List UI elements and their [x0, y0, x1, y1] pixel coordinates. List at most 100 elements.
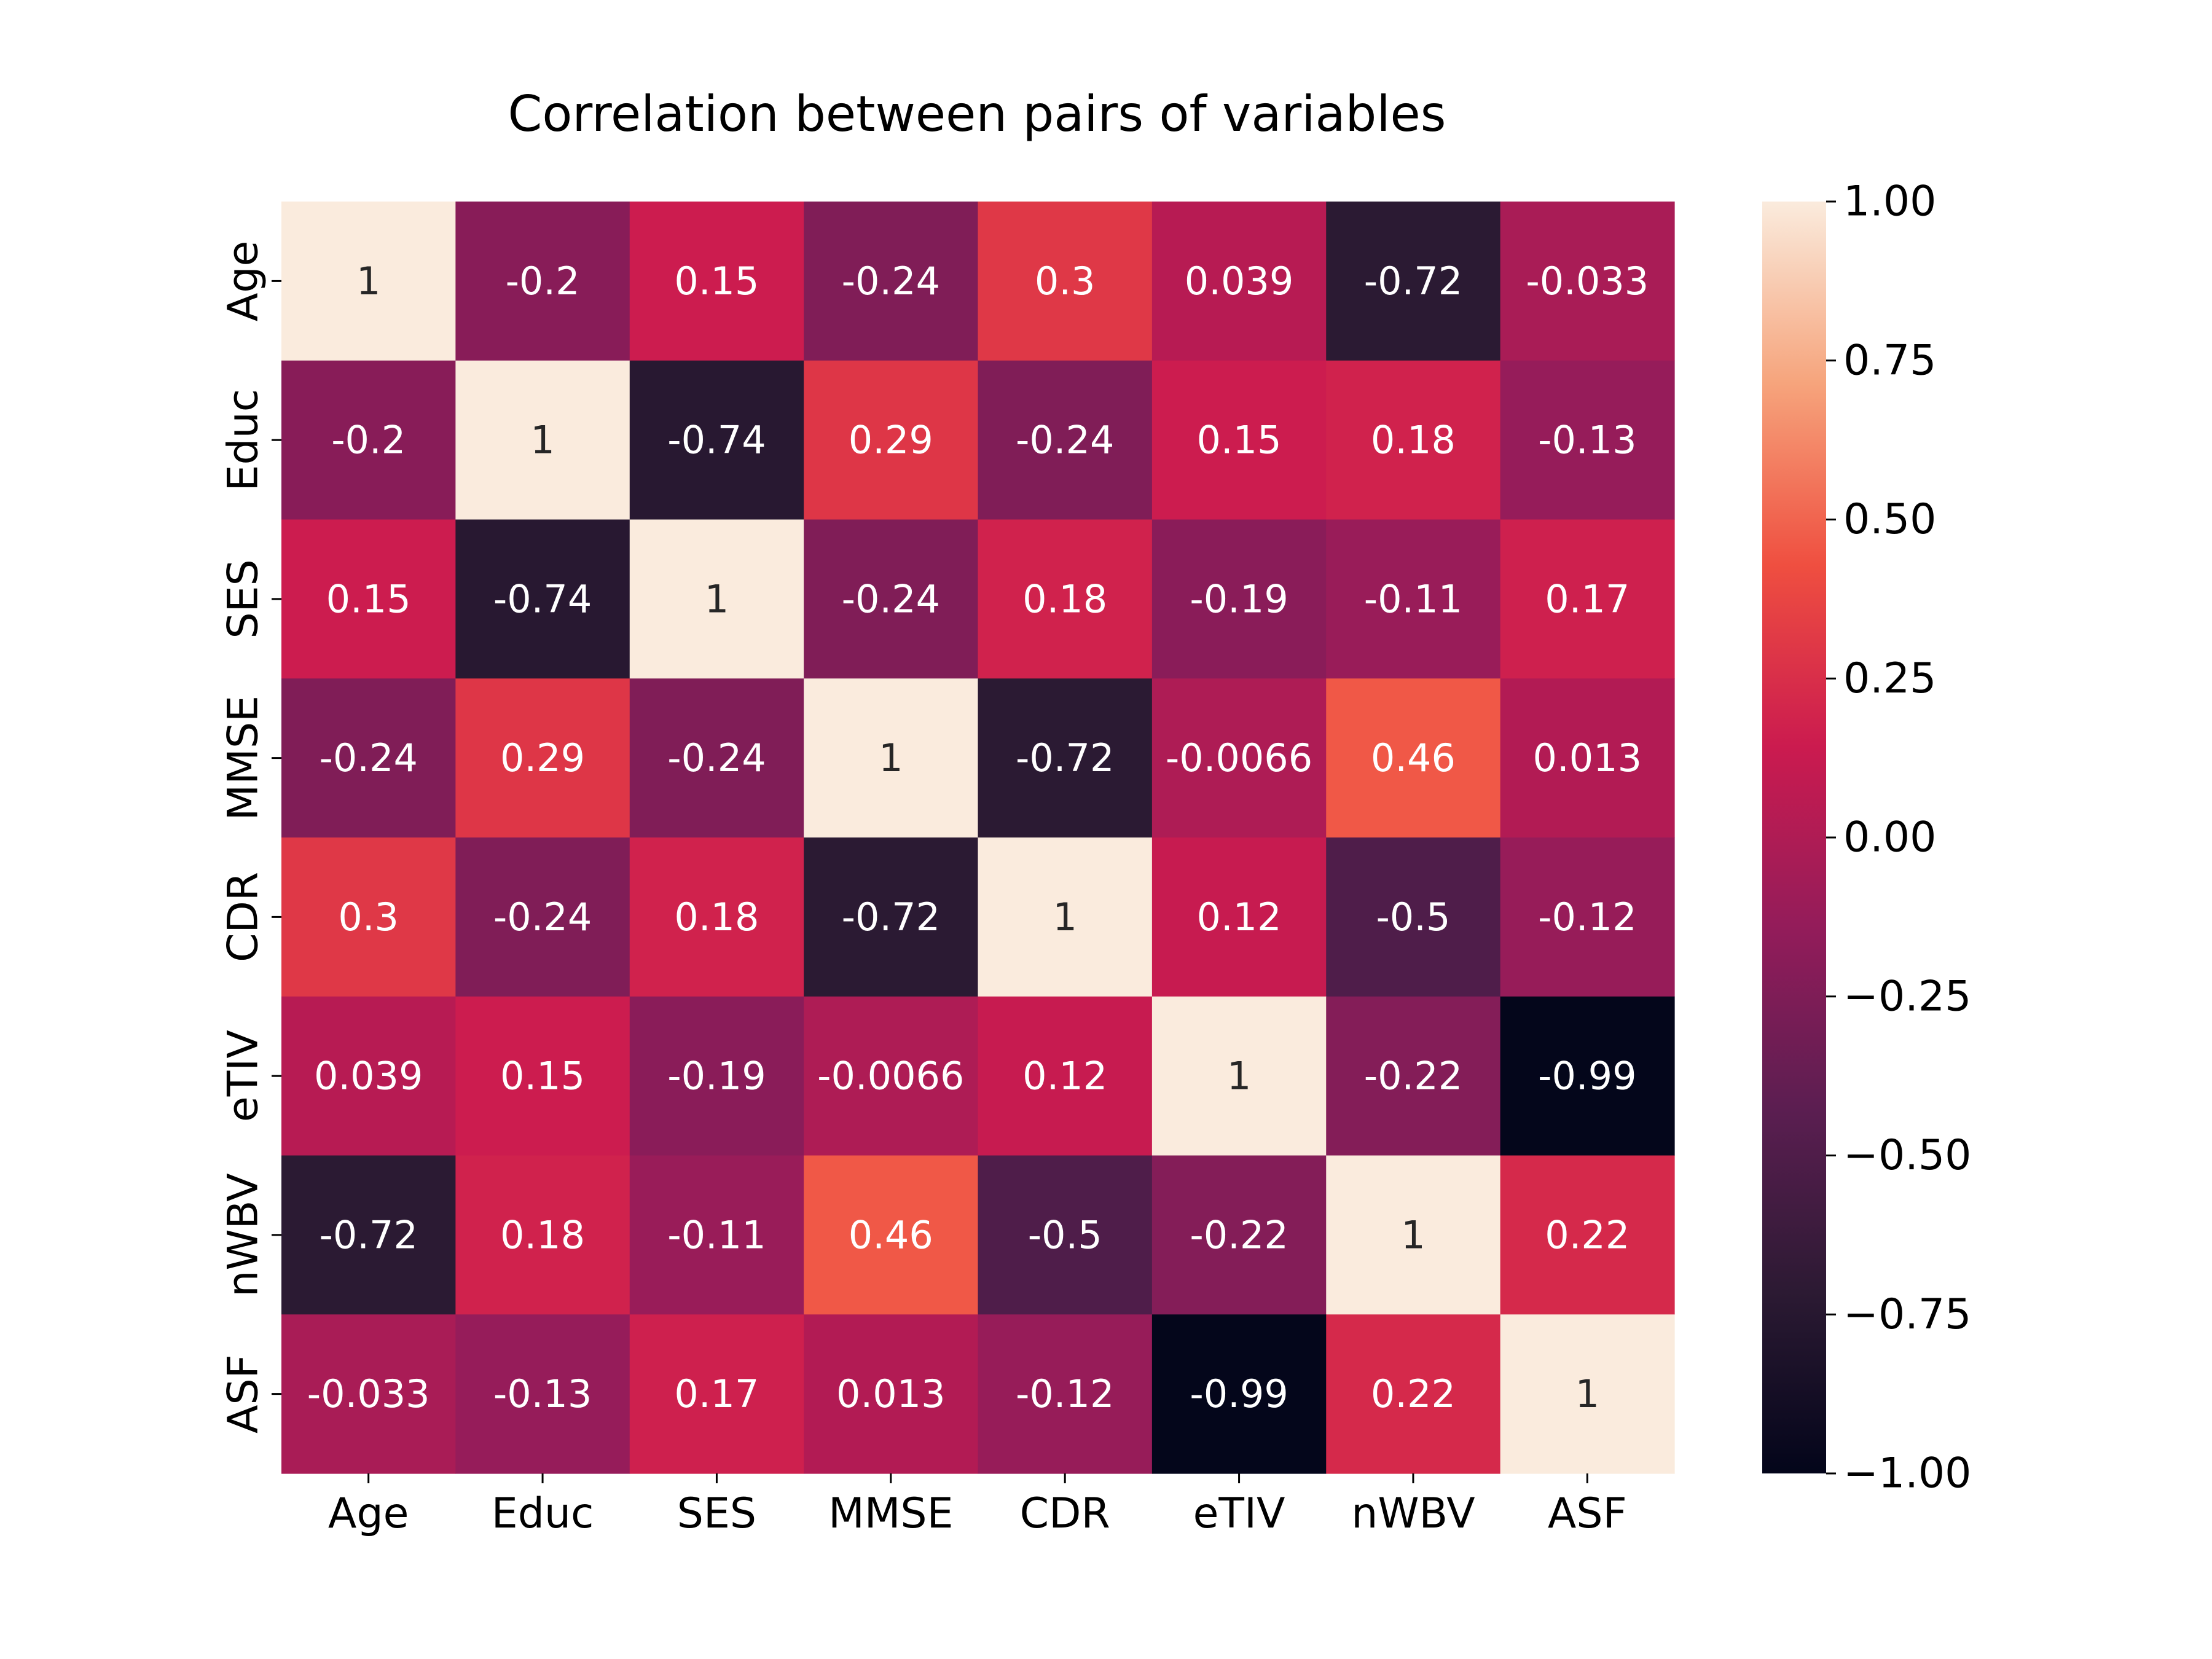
heatmap-cell — [978, 202, 1153, 361]
heatmap-cell — [455, 1314, 630, 1474]
cell-value-label: 0.039 — [314, 1054, 423, 1099]
cell-value-label: 0.013 — [1533, 735, 1642, 780]
cell-value-label: 0.17 — [1545, 576, 1630, 621]
heatmap-cell — [1151, 837, 1327, 997]
cell-value-label: -0.13 — [493, 1371, 592, 1416]
cell-value-label: -0.19 — [1190, 576, 1288, 621]
heatmap-cells — [281, 202, 1675, 1474]
cell-value-label: 1 — [705, 576, 729, 621]
cell-value-label: -0.5 — [1376, 895, 1450, 939]
y-axis: Age Educ SES MMSE CDR eTIV nWBV ASF — [219, 241, 281, 1433]
heatmap-cell — [455, 519, 630, 679]
cell-value-label: 0.039 — [1185, 259, 1294, 304]
colorbar-tick-label: −0.25 — [1843, 972, 1971, 1021]
heatmap-cell — [629, 678, 804, 838]
colorbar-tick-label: 0.75 — [1843, 336, 1936, 385]
heatmap-cell — [629, 519, 804, 679]
cell-value-label: -0.99 — [1190, 1371, 1288, 1416]
cell-value-label: -0.0066 — [817, 1054, 964, 1099]
cell-value-label: 0.12 — [1022, 1054, 1107, 1099]
cell-value-label: -0.5 — [1028, 1212, 1102, 1257]
cell-value-label: 0.46 — [1371, 735, 1456, 780]
y-tick-label: MMSE — [219, 696, 268, 820]
x-tick-label: Educ — [492, 1489, 594, 1538]
cell-value-label: 0.12 — [1197, 895, 1282, 939]
y-tick-label: SES — [219, 559, 268, 638]
heatmap-cell — [1151, 678, 1327, 838]
x-tick-label: eTIV — [1193, 1489, 1285, 1538]
cell-value-label: -0.72 — [319, 1212, 417, 1257]
cell-value-label: -0.72 — [1364, 259, 1462, 304]
cell-value-labels: 1 -0.2 0.15 -0.24 0.3 0.039 -0.72 -0.033 -0.2 1 -0… — [307, 259, 1649, 1416]
colorbar-tick-label: −1.00 — [1843, 1449, 1971, 1498]
cell-value-label: -0.2 — [331, 418, 406, 463]
cell-value-label: 0.15 — [1197, 418, 1282, 463]
heatmap-cell — [804, 360, 979, 520]
heatmap-cell — [804, 678, 979, 838]
heatmap-cell — [629, 1155, 804, 1315]
heatmap-cell — [804, 1155, 979, 1315]
heatmap-cell — [978, 678, 1153, 838]
colorbar-tick-label: 0.50 — [1843, 495, 1936, 544]
colorbar: 1.00 0.75 0.50 0.25 0.00 −0.25 −0.50 −0.75 −1.00 — [1762, 178, 1971, 1498]
cell-value-label: 0.17 — [674, 1371, 759, 1416]
cell-value-label: 1 — [1401, 1212, 1425, 1257]
colorbar-gradient — [1762, 202, 1826, 1473]
heatmap-cell — [1500, 1155, 1675, 1315]
heatmap-cell — [629, 202, 804, 361]
heatmap-cell — [978, 837, 1153, 997]
heatmap-cell — [1326, 1155, 1501, 1315]
cell-value-label: 1 — [1575, 1371, 1599, 1416]
heatmap-cell — [1151, 996, 1327, 1156]
cell-value-label: 1 — [530, 418, 554, 463]
cell-value-label: -0.74 — [493, 576, 592, 621]
heatmap-cell — [1151, 1155, 1327, 1315]
cell-value-label: -0.2 — [506, 259, 580, 304]
heatmap-cell — [1151, 202, 1327, 361]
heatmap-cell — [1326, 678, 1501, 838]
heatmap-cell — [804, 519, 979, 679]
cell-value-label: 1 — [1053, 895, 1077, 939]
colorbar-tick-label: −0.50 — [1843, 1131, 1971, 1180]
cell-value-label: 0.18 — [674, 895, 759, 939]
cell-value-label: -0.11 — [667, 1212, 766, 1257]
heatmap-cell — [804, 837, 979, 997]
cell-value-label: -0.11 — [1364, 576, 1462, 621]
cell-value-label: 0.18 — [500, 1212, 585, 1257]
cell-value-label: -0.12 — [1016, 1371, 1114, 1416]
heatmap-cell — [281, 837, 456, 997]
x-axis: Age Educ SES MMSE CDR eTIV nWBV ASF — [328, 1473, 1627, 1538]
cell-value-label: 0.46 — [849, 1212, 933, 1257]
heatmap-cell — [978, 1314, 1153, 1474]
cell-value-label: 0.18 — [1022, 576, 1107, 621]
x-tick-label: nWBV — [1351, 1489, 1475, 1538]
cell-value-label: 1 — [1227, 1054, 1251, 1099]
heatmap-cell — [1326, 1314, 1501, 1474]
heatmap-cell — [1326, 837, 1501, 997]
x-tick-label: SES — [677, 1489, 756, 1538]
cell-value-label: 0.3 — [1035, 259, 1096, 304]
heatmap-cell — [978, 996, 1153, 1156]
cell-value-label: -0.19 — [667, 1054, 766, 1099]
heatmap-cell — [1326, 519, 1501, 679]
heatmap-cell — [281, 678, 456, 838]
y-tick-label: Age — [219, 241, 268, 322]
cell-value-label: -0.22 — [1190, 1212, 1288, 1257]
cell-value-label: 0.013 — [836, 1371, 946, 1416]
x-tick-label: Age — [328, 1489, 409, 1538]
cell-value-label: 0.18 — [1371, 418, 1456, 463]
cell-value-label: -0.99 — [1538, 1054, 1636, 1099]
heatmap-cell — [804, 202, 979, 361]
cell-value-label: 0.15 — [674, 259, 759, 304]
cell-value-label: 0.22 — [1371, 1371, 1456, 1416]
heatmap-cell — [629, 360, 804, 520]
heatmap-cell — [1326, 202, 1501, 361]
heatmap-cell — [1500, 837, 1675, 997]
heatmap-cell — [978, 360, 1153, 520]
cell-value-label: -0.033 — [1526, 259, 1649, 304]
heatmap-cell — [281, 202, 456, 361]
cell-value-label: -0.13 — [1538, 418, 1636, 463]
heatmap-cell — [455, 996, 630, 1156]
heatmap-cell — [1500, 1314, 1675, 1474]
heatmap-cell — [1500, 202, 1675, 361]
